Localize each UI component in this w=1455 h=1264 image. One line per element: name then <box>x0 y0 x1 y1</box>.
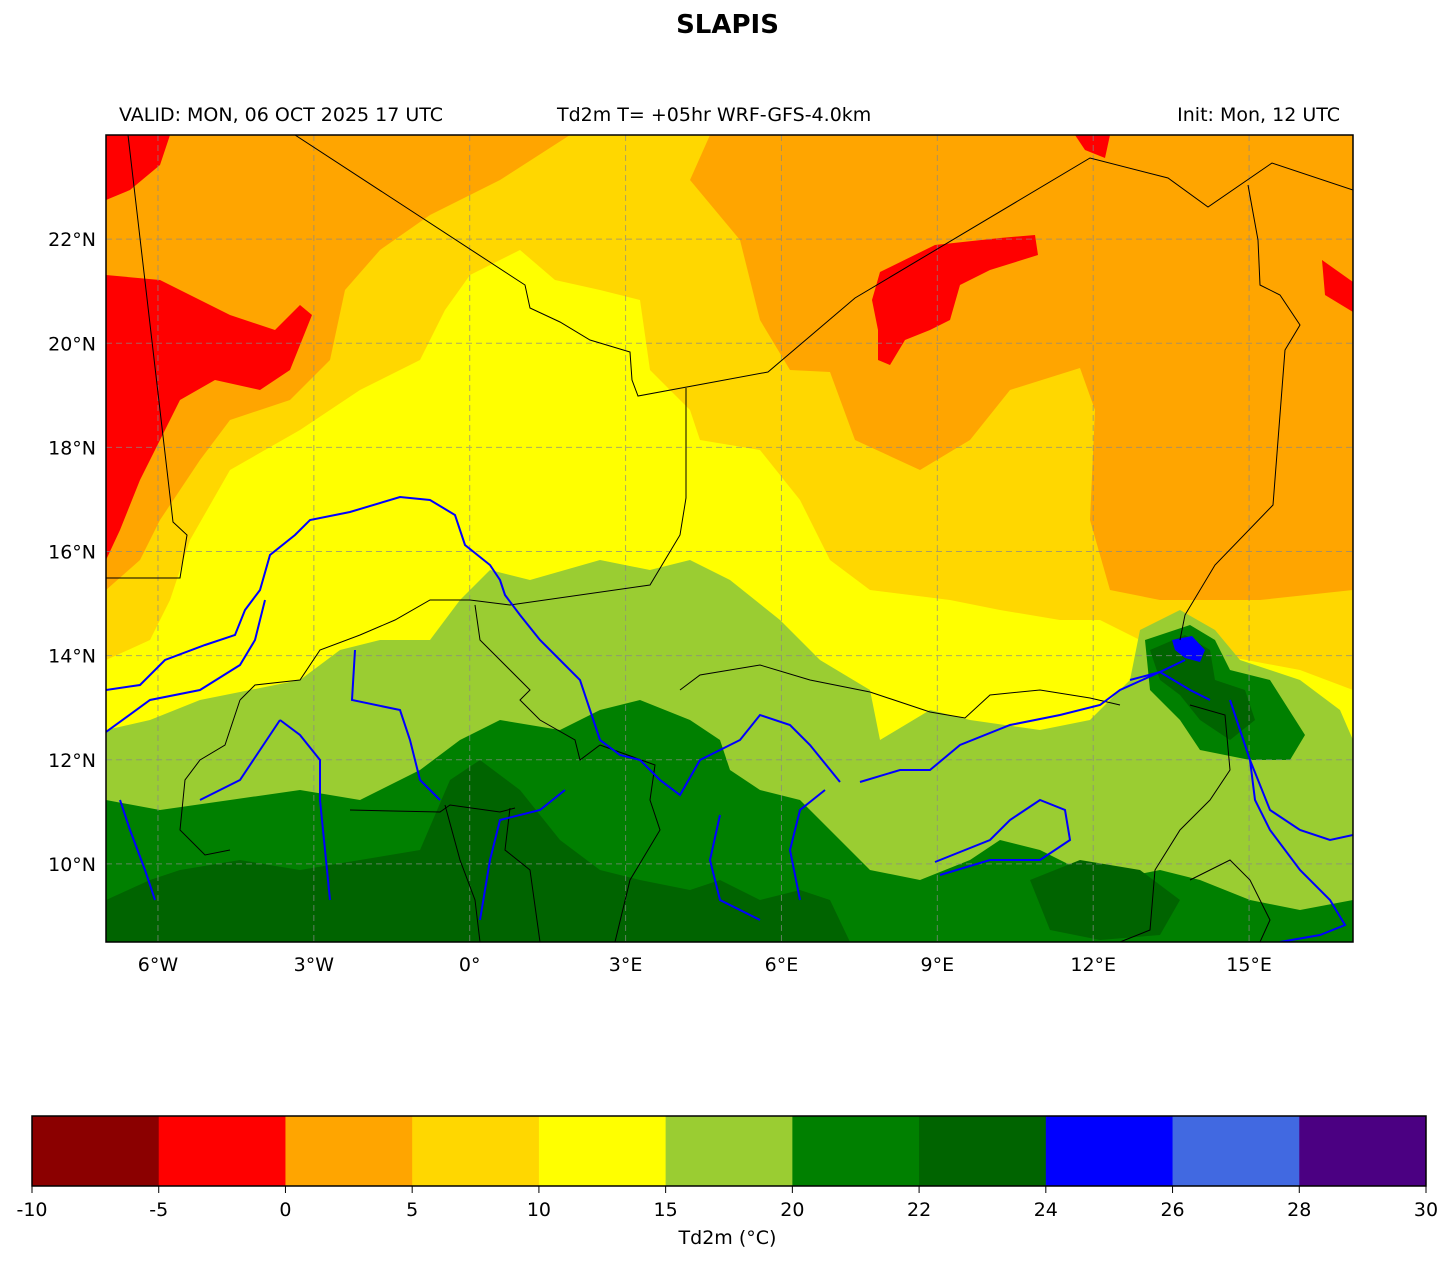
colorbar-frame <box>31 1115 1427 1187</box>
colorbar-segment <box>792 1116 920 1186</box>
river-volta-white <box>350 649 441 801</box>
border-ghana-togo <box>444 804 481 942</box>
colorbar-tick-label: 5 <box>406 1199 418 1221</box>
border-mauritania-mali <box>106 135 188 579</box>
river-bandama <box>199 719 281 801</box>
lat-tick-label: 10°N <box>48 854 96 876</box>
river-oti <box>479 789 566 921</box>
colorbar-segment <box>1172 1116 1300 1186</box>
colorbar-segment <box>1299 1116 1427 1186</box>
colorbar-segment <box>665 1116 793 1186</box>
lon-tick-label: 0° <box>459 954 481 976</box>
colorbar-tick-label: 10 <box>527 1199 551 1221</box>
field-red-nw <box>106 135 170 200</box>
graticule <box>106 135 1353 942</box>
valid-time-label: VALID: MON, 06 OCT 2025 17 UTC <box>119 104 444 126</box>
lon-tick-label: 3°W <box>294 954 335 976</box>
border-car <box>1189 859 1271 942</box>
lon-tick-label: 15°E <box>1226 954 1272 976</box>
river-kaduna <box>708 814 761 921</box>
river-yobe <box>1129 659 1186 681</box>
colorbar-segment <box>412 1116 540 1186</box>
field-red-far-east <box>1322 260 1353 312</box>
river-logone <box>1249 759 1347 942</box>
colorbar-tick-label: -5 <box>149 1199 168 1221</box>
river-sokoto <box>639 713 841 797</box>
lat-tick-label: 22°N <box>48 229 96 251</box>
latitude-labels: 22°N 20°N 18°N 16°N 14°N 12°N 10°N <box>48 229 96 876</box>
colorbar-tick-label: 22 <box>907 1199 931 1221</box>
field-description-label: Td2m T= +05hr WRF-GFS-4.0km <box>557 104 872 126</box>
border-nigeria-cameroon <box>1119 704 1231 942</box>
river-gongola <box>788 789 826 901</box>
river-niger <box>106 495 641 761</box>
colorbar-tick-label: 24 <box>1034 1199 1058 1221</box>
longitude-labels: 6°W 3°W 0° 3°E 6°E 9°E 12°E 15°E <box>138 954 1272 976</box>
field-darkgreen-chad <box>1150 635 1255 740</box>
colorbar-segment <box>32 1116 160 1186</box>
colorbar: -10 -5 0 5 10 15 20 22 24 26 28 30 <box>16 1115 1438 1221</box>
colorbar-segment <box>1045 1116 1174 1186</box>
colorbar-tick-label: 26 <box>1160 1199 1184 1221</box>
river-volta-black <box>279 719 331 901</box>
lon-tick-label: 9°E <box>921 954 955 976</box>
border-ivory-coast <box>179 699 241 856</box>
colorbar-tick-label: 20 <box>780 1199 804 1221</box>
colorbar-segment <box>919 1116 1047 1186</box>
border-togo-benin <box>504 807 541 942</box>
lon-tick-label: 6°E <box>765 954 799 976</box>
colorbar-tick-label: 15 <box>654 1199 678 1221</box>
lat-tick-label: 18°N <box>48 437 96 459</box>
lon-tick-label: 12°E <box>1070 954 1116 976</box>
colorbar-segment <box>158 1116 286 1186</box>
colorbar-tick-label: -10 <box>16 1199 47 1221</box>
border-burkina <box>474 604 601 761</box>
map-title: SLAPIS <box>676 10 779 40</box>
lat-tick-label: 16°N <box>48 542 96 564</box>
colorbar-tick-label: 28 <box>1287 1199 1311 1221</box>
dewpoint-field <box>106 135 1353 942</box>
country-borders <box>106 135 1353 942</box>
lon-tick-label: 3°E <box>609 954 643 976</box>
border-libya-chad <box>1179 184 1301 641</box>
river-chari <box>1229 699 1353 842</box>
border-algeria-south <box>294 135 1353 397</box>
field-darkgreen <box>106 760 850 942</box>
colorbar-segment <box>538 1116 667 1186</box>
river-benue <box>934 798 1072 876</box>
river-west <box>119 799 156 901</box>
border-mali-niger <box>239 388 687 701</box>
lon-tick-label: 6°W <box>138 954 179 976</box>
field-red-east <box>872 235 1038 365</box>
colorbar-segment <box>285 1116 413 1186</box>
river-komadugu <box>859 670 1211 783</box>
lat-tick-label: 14°N <box>48 646 96 668</box>
map-frame <box>105 134 1354 943</box>
colorbar-tick-label: 30 <box>1414 1199 1438 1221</box>
rivers <box>106 495 1353 942</box>
border-niger-nigeria <box>679 664 1121 719</box>
field-darkgreen-cameroon <box>1030 860 1180 940</box>
lat-tick-label: 12°N <box>48 750 96 772</box>
colorbar-label: Td2m (°C) <box>678 1227 777 1249</box>
border-burkina-ghana <box>349 804 516 813</box>
field-red-top <box>1075 135 1110 158</box>
river-niger-upper <box>106 599 266 733</box>
border-benin-nigeria <box>599 744 661 942</box>
colorbar-tick-label: 0 <box>279 1199 291 1221</box>
lat-tick-label: 20°N <box>48 333 96 355</box>
init-time-label: Init: Mon, 12 UTC <box>1177 104 1340 126</box>
